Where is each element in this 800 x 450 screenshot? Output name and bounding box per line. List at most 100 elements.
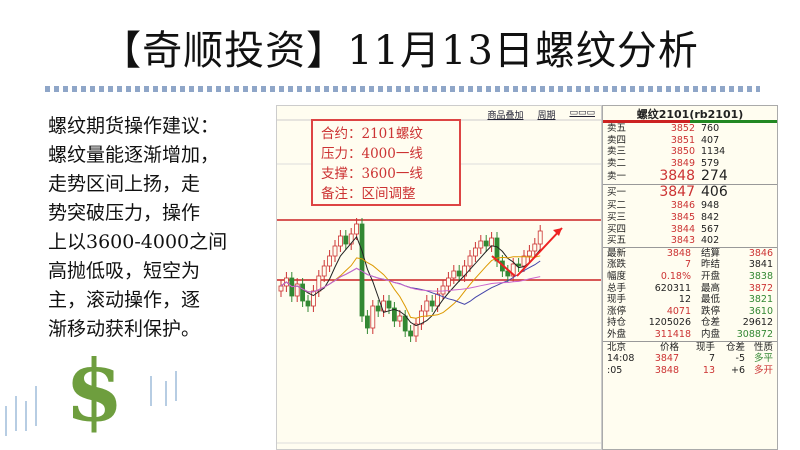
quote-cell: 620311 [654, 282, 691, 294]
candle [311, 290, 316, 307]
quote-cell: 0.18% [660, 270, 691, 282]
moving-average-line [280, 267, 541, 293]
candle [305, 300, 311, 307]
quote-cell: 买二 [607, 200, 627, 212]
candle [300, 283, 306, 302]
quote-cell: 407 [701, 134, 720, 146]
kline-chart[interactable]: 商品叠加 周期 ▭▭▭ 合约：2101螺纹 压力：4000一线 支撑：3600一线 … [276, 105, 602, 450]
quote-cell: 7 [708, 353, 715, 365]
quote-cell: 多平 [753, 353, 773, 365]
candle [321, 265, 327, 277]
note-resistance: 压力：4000一线 [321, 146, 423, 162]
candle [332, 245, 338, 257]
candle [478, 240, 484, 249]
trend-arrow [491, 255, 516, 277]
candle [408, 330, 414, 337]
candle [348, 233, 354, 245]
quote-cell: 3841 [748, 259, 773, 271]
bid-row: 买一 3847 406 [603, 185, 777, 200]
stat-row: 现手 12 最低 3821 [603, 294, 777, 306]
quote-cell: 3848 [654, 364, 679, 376]
ask-row: 卖二 3849 579 [603, 158, 777, 170]
quote-cell: 3852 [670, 123, 695, 134]
quote-cell: 567 [701, 223, 720, 235]
advice-line: 高抛低吸，短空为 [48, 260, 201, 282]
analysis-notes: 合约：2101螺纹 压力：4000一线 支撑：3600一线 备注：区间调整 [311, 119, 461, 206]
quote-title: 螺纹2101(rb2101) [603, 106, 777, 123]
quote-cell: 406 [701, 184, 728, 201]
layout-buttons[interactable]: ▭▭▭ [569, 108, 595, 118]
candle [472, 247, 478, 257]
bid-row: 买二 3846 948 [603, 200, 777, 212]
candle [456, 270, 462, 277]
quote-cell: 311418 [654, 328, 691, 340]
note-contract: 合约：2101螺纹 [321, 126, 423, 142]
candle [418, 310, 424, 325]
quote-cell: 最新 [607, 247, 627, 259]
advice-line: 走势区间上扬，走 [48, 173, 201, 195]
advice-line: 主，滚动操作，逐 [48, 289, 201, 311]
candle [521, 255, 527, 267]
candle [467, 255, 473, 267]
quote-cell: 仓差 [701, 317, 721, 329]
quote-cell: 涨跌 [607, 259, 627, 271]
candle [440, 285, 446, 295]
candle [386, 300, 392, 309]
quote-cell: 3872 [748, 282, 773, 294]
quote-cell: 仓差 [725, 341, 745, 353]
tick-row: 14:08 3847 7 -5 多平 [603, 353, 777, 365]
bid-row: 买三 3845 842 [603, 212, 777, 224]
quote-cell: 买五 [607, 235, 627, 247]
stat-row: 幅度 0.18% 开盘 3838 [603, 271, 777, 283]
quote-cell: 卖一 [607, 171, 627, 183]
advice-line: 势突破压力，操作 [48, 202, 201, 224]
quote-cell: -5 [735, 353, 745, 365]
quote-cell: 开盘 [701, 270, 721, 282]
candle [365, 315, 370, 329]
candle [445, 277, 451, 287]
quote-cell: 402 [701, 235, 720, 247]
arrow-head [553, 228, 562, 236]
quote-cell: 总手 [607, 282, 627, 294]
quote-cell: 卖四 [607, 134, 627, 146]
quote-cell: 北京 [607, 341, 627, 353]
quote-cell: 昨结 [701, 259, 721, 271]
candle [489, 237, 495, 247]
candle [354, 223, 359, 235]
quote-cell: +6 [730, 364, 745, 376]
svg-text:$: $ [65, 341, 123, 440]
candle [510, 263, 516, 277]
quote-panel: 螺纹2101(rb2101) 卖五 3852 760 卖四 3851 407 卖三 3850 1… [602, 105, 778, 450]
ask-row: 卖一 3848 274 [603, 169, 777, 184]
quote-cell: 760 [701, 123, 720, 134]
candle [375, 305, 381, 312]
stat-row: 涨停 4071 跌停 3610 [603, 306, 777, 318]
quote-cell: 3610 [748, 305, 773, 317]
stat-row: 总手 620311 最高 3872 [603, 283, 777, 295]
quote-cell: 涨停 [607, 305, 627, 317]
advice-text: 螺纹期货操作建议： 螺纹量能逐渐增加， 走势区间上扬，走 势突破压力，操作 上以… [48, 112, 276, 344]
candle [278, 285, 284, 292]
quote-cell: 842 [701, 211, 720, 223]
quote-cell: 内盘 [701, 328, 721, 340]
quote-cell: 3846 [748, 247, 773, 259]
quote-cell: 3838 [748, 270, 773, 282]
bid-row: 买四 3844 567 [603, 224, 777, 236]
trend-arrow [516, 227, 563, 277]
candle [343, 235, 349, 245]
stat-row: 涨跌 7 昨结 3841 [603, 259, 777, 271]
stat-row: 最新 3848 结算 3846 [603, 248, 777, 260]
quote-cell: 卖二 [607, 157, 627, 169]
quote-cell: 3845 [670, 211, 695, 223]
quote-cell: 最高 [701, 282, 721, 294]
note-remark: 备注：区间调整 [321, 186, 416, 202]
quote-cell: 结算 [701, 247, 721, 259]
period-button[interactable]: 周期 [537, 111, 556, 121]
ask-row: 卖三 3850 1134 [603, 146, 777, 158]
quote-cell: 308872 [736, 328, 773, 340]
overlay-button[interactable]: 商品叠加 [487, 111, 524, 121]
quote-cell: 最低 [701, 294, 721, 306]
quote-cell: 14:08 [607, 353, 635, 365]
quote-cell: 3843 [670, 235, 695, 247]
quote-cell: 7 [684, 259, 691, 271]
